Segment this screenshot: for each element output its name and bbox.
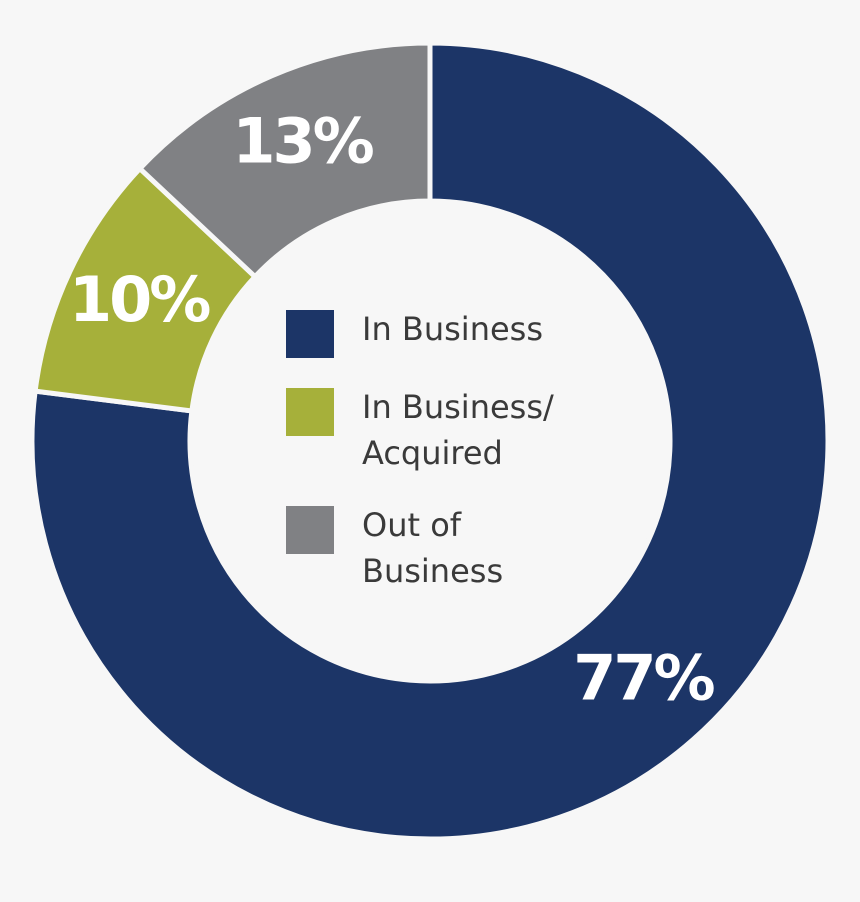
legend-swatch (286, 388, 334, 436)
legend-label: In Business (362, 310, 543, 348)
value-label: 77% (573, 642, 714, 715)
legend-swatch (286, 310, 334, 358)
legend-label: In Business/ Acquired (362, 388, 554, 472)
legend-item: In Business (286, 308, 586, 358)
legend-item: Out of Business (286, 504, 586, 594)
value-label: 13% (232, 105, 373, 178)
value-label: 10% (69, 263, 210, 336)
legend-label: Out of Business (362, 506, 504, 590)
legend-swatch (286, 506, 334, 554)
donut-segment (136, 40, 433, 281)
donut-segment (29, 40, 831, 842)
legend-item: In Business/ Acquired (286, 386, 586, 476)
legend: In Business In Business/ Acquired Out of B… (286, 308, 586, 622)
